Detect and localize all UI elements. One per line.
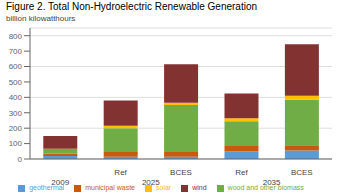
svg-text:400: 400 — [9, 93, 23, 102]
svg-text:300: 300 — [9, 109, 23, 118]
svg-text:800: 800 — [9, 32, 23, 41]
svg-text:2025: 2025 — [142, 178, 160, 187]
svg-text:700: 700 — [9, 47, 23, 56]
svg-text:500: 500 — [9, 78, 23, 87]
svg-text:2009: 2009 — [51, 178, 69, 187]
svg-text:200: 200 — [9, 124, 23, 133]
svg-text:Ref: Ref — [235, 168, 248, 177]
svg-text:600: 600 — [9, 62, 23, 71]
svg-text:Ref: Ref — [114, 168, 127, 177]
svg-text:0: 0 — [18, 155, 23, 164]
svg-text:BCES: BCES — [170, 168, 192, 177]
svg-text:100: 100 — [9, 139, 23, 148]
svg-text:BCES: BCES — [291, 168, 313, 177]
svg-text:2035: 2035 — [263, 178, 281, 187]
